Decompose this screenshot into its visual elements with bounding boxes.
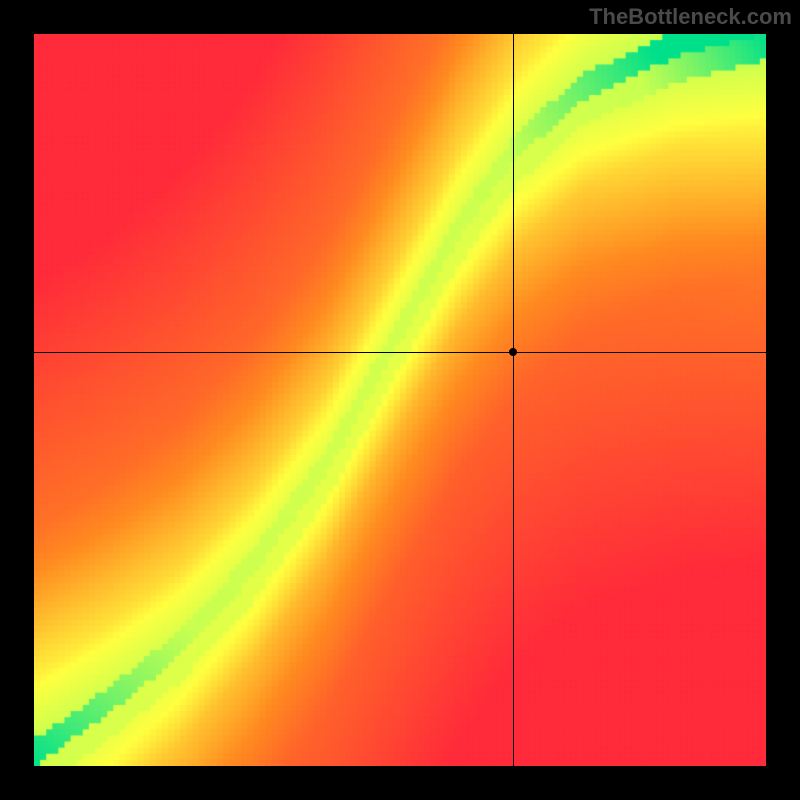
crosshair-horizontal — [34, 352, 766, 353]
crosshair-vertical — [513, 34, 514, 766]
chart-container: TheBottleneck.com — [0, 0, 800, 800]
bottleneck-heatmap — [34, 34, 766, 766]
watermark-text: TheBottleneck.com — [589, 4, 792, 30]
plot-frame — [34, 34, 766, 766]
